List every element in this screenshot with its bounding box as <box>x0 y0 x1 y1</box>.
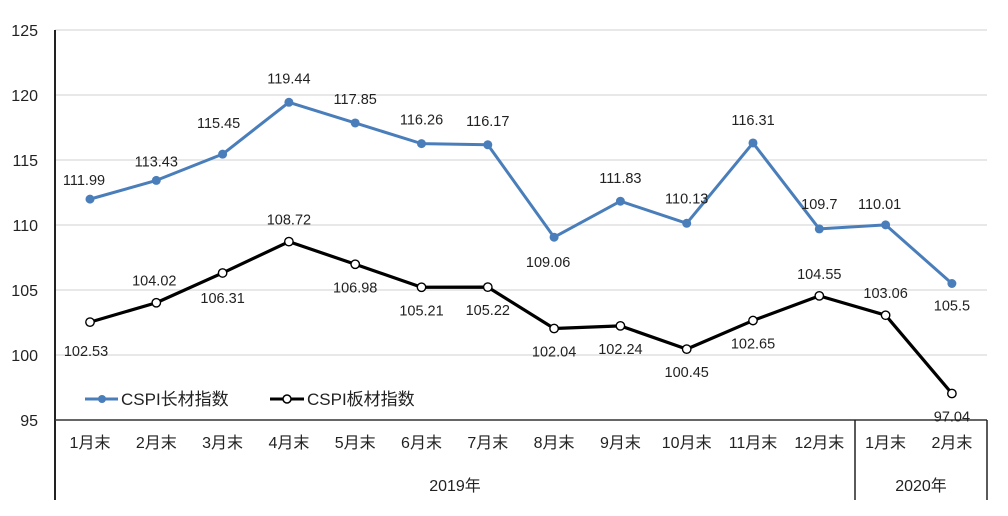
x-category-label: 11月末 <box>729 434 778 452</box>
data-point-marker[interactable] <box>217 268 228 278</box>
y-tick-label: 120 <box>11 88 38 105</box>
data-label: 117.85 <box>334 92 377 108</box>
data-label: 113.43 <box>135 154 178 170</box>
data-label: 106.31 <box>200 291 244 307</box>
data-point-marker[interactable] <box>947 279 957 288</box>
legend-label-flat: CSPI板材指数 <box>307 390 415 409</box>
data-point-marker[interactable] <box>151 175 161 185</box>
x-category-label: 6月末 <box>401 434 442 452</box>
data-point-marker[interactable] <box>482 282 493 293</box>
data-point-marker[interactable] <box>218 149 228 159</box>
data-label: 106.98 <box>333 280 377 296</box>
x-category-label: 1月末 <box>865 434 906 452</box>
x-axis-categories: 1月末 2月末 3月末 4月末 5月末 6月末 7月末 8月末 9月末 10月末 11月末 12月末 1… <box>70 434 973 452</box>
y-tick-label: 100 <box>11 348 38 365</box>
series-line-1 <box>89 240 954 395</box>
data-point-marker[interactable] <box>682 218 692 228</box>
data-point-marker[interactable] <box>681 344 692 355</box>
data-label: 116.26 <box>400 113 443 129</box>
data-label: 105.5 <box>934 299 970 315</box>
data-label: 111.99 <box>63 173 105 189</box>
data-label: 108.72 <box>267 213 311 229</box>
data-point-marker[interactable] <box>85 317 95 328</box>
legend-item-long-products[interactable]: CSPI长材指数 <box>85 390 229 409</box>
data-label: 109.06 <box>526 255 570 271</box>
data-point-marker[interactable] <box>814 224 824 234</box>
data-point-marker[interactable] <box>483 140 493 150</box>
y-tick-label: 95 <box>20 413 38 430</box>
y-tick-label: 105 <box>11 283 38 300</box>
data-point-marker[interactable] <box>748 315 758 326</box>
x-category-label: 2月末 <box>136 434 177 452</box>
data-label: 105.21 <box>399 303 443 319</box>
data-point-marker[interactable] <box>880 310 891 321</box>
y-tick-label: 115 <box>12 153 38 170</box>
y-tick-label: 125 <box>11 23 38 40</box>
data-label: 104.02 <box>132 274 176 290</box>
legend: CSPI长材指数 CSPI板材指数 <box>85 390 415 409</box>
data-label: 105.22 <box>466 303 510 319</box>
data-point-marker[interactable] <box>814 290 825 301</box>
data-label: 100.45 <box>665 365 709 381</box>
year-group-label: 2019年 <box>429 477 481 495</box>
x-category-label: 9月末 <box>600 434 641 452</box>
data-point-marker[interactable] <box>881 220 891 230</box>
data-label: 119.44 <box>267 71 310 87</box>
data-label: 109.7 <box>801 197 837 213</box>
legend-item-flat-products[interactable]: CSPI板材指数 <box>270 390 415 409</box>
y-tick-label: 110 <box>12 218 38 235</box>
series-line-0 <box>89 100 953 285</box>
data-point-marker[interactable] <box>151 297 162 308</box>
data-label: 115.45 <box>197 116 240 132</box>
x-category-label: 4月末 <box>268 434 309 452</box>
x-category-label: 8月末 <box>534 434 575 452</box>
data-label: 104.55 <box>797 267 841 283</box>
data-label: 111.83 <box>599 171 641 187</box>
data-point-marker[interactable] <box>350 118 360 128</box>
data-point-marker[interactable] <box>615 320 626 331</box>
data-label: 110.13 <box>665 191 708 207</box>
data-label: 116.31 <box>731 113 774 129</box>
data-point-marker[interactable] <box>549 232 559 242</box>
data-label: 97.04 <box>934 409 970 425</box>
data-point-marker[interactable] <box>350 259 361 270</box>
y-axis-ticks: 95 100 105 110 115 120 125 <box>11 23 38 430</box>
data-point-marker[interactable] <box>85 194 95 204</box>
data-labels: 111.99 113.43 115.45 119.44 117.85 116.26 116.… <box>63 71 970 425</box>
data-point-marker[interactable] <box>615 196 625 206</box>
x-category-label: 1月末 <box>70 434 111 452</box>
x-axis-year-groups: 2019年 2020年 <box>429 477 947 495</box>
x-category-label: 5月末 <box>335 434 376 452</box>
data-label: 102.24 <box>598 342 642 358</box>
data-point-marker[interactable] <box>284 97 294 107</box>
year-group-label: 2020年 <box>895 477 947 495</box>
x-category-label: 10月末 <box>662 434 712 452</box>
series-layer <box>85 97 957 399</box>
legend-label-long: CSPI长材指数 <box>121 390 229 409</box>
data-label: 102.04 <box>532 344 576 360</box>
data-label: 102.53 <box>64 344 108 360</box>
legend-marker-hollow-icon <box>282 394 292 404</box>
x-category-label: 2月末 <box>931 434 972 452</box>
data-point-marker[interactable] <box>549 323 559 334</box>
data-point-marker[interactable] <box>947 388 957 399</box>
data-point-marker[interactable] <box>417 139 426 149</box>
x-category-label: 12月末 <box>794 434 844 452</box>
data-label: 116.17 <box>466 114 509 130</box>
legend-marker-filled-icon <box>98 395 106 403</box>
data-label: 103.06 <box>863 286 907 302</box>
data-label: 110.01 <box>858 197 901 213</box>
data-label: 102.65 <box>731 337 775 353</box>
data-point-marker[interactable] <box>416 282 427 293</box>
data-point-marker[interactable] <box>283 236 294 247</box>
x-category-label: 3月末 <box>202 434 243 452</box>
x-category-label: 7月末 <box>467 434 508 452</box>
data-point-marker[interactable] <box>748 138 758 148</box>
